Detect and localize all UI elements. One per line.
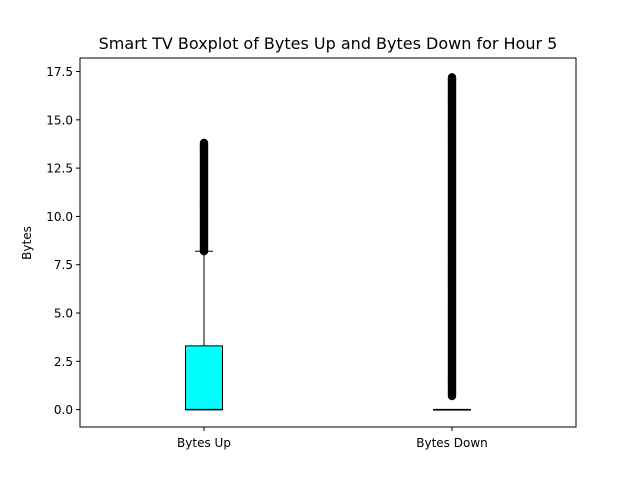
y-tick-label: 7.5 [54, 258, 73, 272]
y-tick-label: 0.0 [54, 403, 73, 417]
y-tick-label: 12.5 [46, 162, 73, 176]
y-tick-label: 15.0 [46, 113, 73, 127]
plot-area [185, 73, 471, 411]
outlier-point [199, 138, 209, 148]
y-tick-label: 10.0 [46, 210, 73, 224]
x-tick-label: Bytes Up [177, 436, 231, 450]
x-tick-label: Bytes Down [416, 436, 488, 450]
chart-title: Smart TV Boxplot of Bytes Up and Bytes D… [99, 34, 558, 53]
axes: 0.0 2.5 5.0 7.5 10.0 12.5 15.0 17.5 Bytes Up Byte… [46, 65, 487, 450]
y-tick-label: 17.5 [46, 65, 73, 79]
box-iqr [185, 345, 223, 411]
y-axis-label: Bytes [20, 226, 34, 260]
box-group-bytes-up [185, 138, 223, 411]
y-tick-label: 5.0 [54, 307, 73, 321]
outlier-point [447, 73, 457, 82]
box-group-bytes-down [433, 73, 471, 411]
y-tick-label: 2.5 [54, 355, 73, 369]
plot-frame [79, 57, 577, 428]
